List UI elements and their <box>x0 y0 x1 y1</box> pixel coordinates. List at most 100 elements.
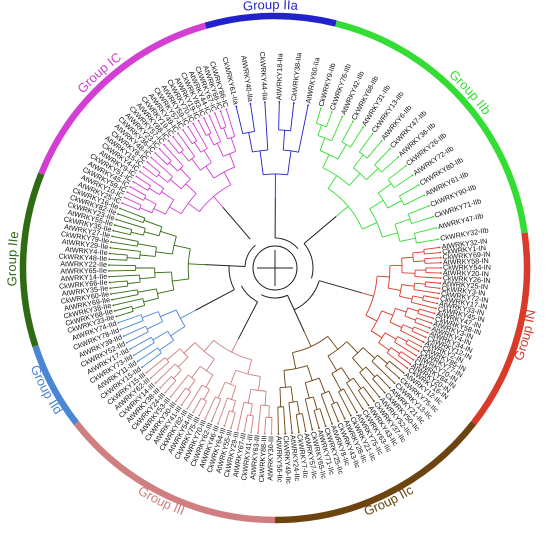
branch <box>371 360 395 384</box>
branch-arc <box>157 311 163 322</box>
branch <box>217 397 228 425</box>
branch <box>327 336 339 350</box>
clade-group-iic <box>277 331 404 434</box>
branch <box>127 257 140 259</box>
branch-arc <box>370 310 383 332</box>
branch <box>173 369 182 379</box>
branch <box>282 130 286 151</box>
branch <box>423 295 439 299</box>
leaf-tip <box>438 246 441 249</box>
leaf-tip <box>439 256 442 259</box>
branch <box>346 341 359 354</box>
branch <box>417 313 434 319</box>
branch <box>387 165 407 180</box>
branch <box>230 412 236 429</box>
branch <box>283 406 286 434</box>
leaf-tip <box>437 238 440 241</box>
leaf-tip <box>119 328 122 331</box>
group-ring-in <box>471 232 531 426</box>
branch <box>229 369 237 385</box>
branch-arc <box>167 176 173 183</box>
branch <box>247 389 252 404</box>
leaf-label: AtWRKY18-IIa <box>274 53 284 100</box>
branch-arc <box>321 390 330 395</box>
leaf-label: AtWRKY56-IIc <box>275 436 285 483</box>
branch <box>177 356 189 368</box>
branch <box>249 403 253 416</box>
branch-arc <box>194 342 215 360</box>
leaf-tip <box>292 102 295 104</box>
group-label-iie: Group IIe <box>4 230 21 286</box>
branch <box>110 241 138 247</box>
branch-arc <box>139 275 141 283</box>
leaf-tip <box>373 400 375 403</box>
leaf-tip <box>117 321 120 324</box>
branch-arc <box>179 348 189 358</box>
branch <box>123 325 146 337</box>
branch <box>424 286 440 289</box>
leaf-tip <box>412 358 415 361</box>
branch <box>402 324 414 330</box>
leaf-tip <box>431 215 434 218</box>
backbone-branch <box>205 264 246 268</box>
branch <box>277 406 279 434</box>
leaf-tip <box>404 164 407 167</box>
branch <box>223 171 232 185</box>
branch <box>400 351 414 361</box>
branch-arc <box>327 341 348 357</box>
leaf-tip <box>112 304 115 307</box>
branch <box>362 386 375 402</box>
branch <box>319 408 326 427</box>
leaf-tip <box>371 132 374 135</box>
branch <box>412 295 424 299</box>
branch <box>401 256 414 259</box>
leaf-tip <box>203 117 205 119</box>
leaf-tip <box>284 432 287 435</box>
leaf-tip <box>439 251 442 254</box>
branch <box>120 320 144 330</box>
branch <box>198 400 208 416</box>
leaf-tip <box>439 277 442 280</box>
branch-arc <box>397 351 402 356</box>
leaf-tip <box>417 184 420 186</box>
leaf-tip <box>109 287 112 290</box>
leaf-tip <box>122 335 125 338</box>
leaf-tip <box>307 104 309 107</box>
leaf-tip <box>378 396 381 398</box>
leaf-tip <box>146 161 149 163</box>
branch <box>330 404 339 422</box>
branch <box>341 121 354 143</box>
group-ring-iii <box>73 421 276 524</box>
branch <box>126 331 149 344</box>
leaf-tip <box>397 156 400 158</box>
leaf-tip <box>435 226 437 229</box>
leaf-tip <box>187 125 189 128</box>
leaf-tip <box>214 112 216 115</box>
branch <box>400 330 424 343</box>
branch <box>304 382 310 399</box>
tree-root <box>257 250 293 286</box>
branch <box>172 136 184 151</box>
branch <box>169 179 182 190</box>
branch <box>146 161 161 174</box>
branch <box>377 275 390 278</box>
clade-group-iia <box>235 102 309 199</box>
leaf-tip <box>361 408 364 410</box>
branch <box>394 218 411 225</box>
leaf-tip <box>129 185 132 188</box>
leaf-tip <box>278 101 281 103</box>
branch <box>116 310 134 317</box>
branch <box>384 332 397 340</box>
leaf-tip <box>438 292 440 295</box>
branch <box>198 120 207 136</box>
branch <box>109 258 127 261</box>
branch-arc <box>278 129 291 132</box>
branch <box>150 361 170 379</box>
leaf-tip <box>164 391 167 394</box>
branch <box>192 397 202 413</box>
leaf-tip <box>432 317 435 320</box>
leaf-tip <box>108 252 111 255</box>
branch <box>389 360 404 374</box>
branch-arc <box>188 374 196 381</box>
